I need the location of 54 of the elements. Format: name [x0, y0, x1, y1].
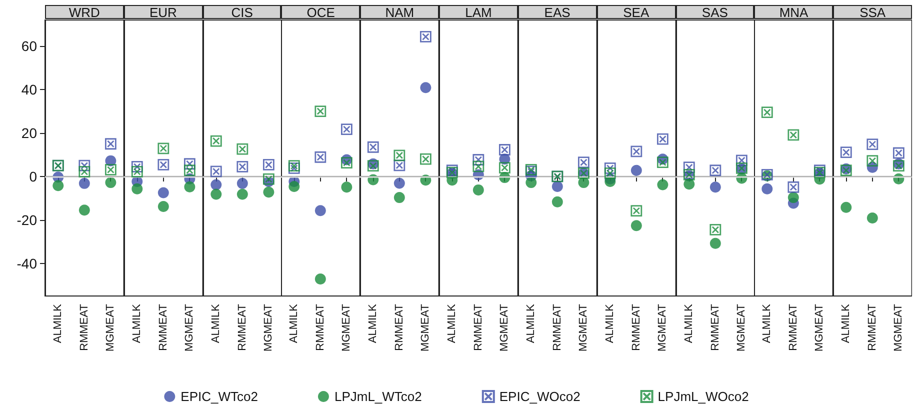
- x-tick-label: ALMILK: [52, 303, 64, 344]
- x-tick-label: RMMEAT: [157, 304, 170, 351]
- x-tick-label: MGMEAT: [183, 304, 196, 352]
- legend-label: LPJmL_WOco2: [658, 389, 749, 404]
- x-tick-label: ALMILK: [525, 303, 538, 344]
- x-tick-label: MGMEAT: [262, 304, 274, 352]
- legend-label: LPJmL_WTco2: [334, 389, 422, 404]
- x-tick-label: MGMEAT: [420, 304, 432, 352]
- x-tick-label: ALMILK: [840, 303, 852, 344]
- x-tick-label: MGMEAT: [892, 304, 905, 352]
- x-tick-label: RMMEAT: [788, 304, 800, 351]
- x-tick-label: RMMEAT: [394, 304, 406, 351]
- x-tick-label: ALMILK: [288, 303, 301, 344]
- x-tick-label: MGMEAT: [814, 304, 826, 352]
- chart-title: MNA: [754, 5, 834, 20]
- y-tick-label: -20: [16, 212, 38, 228]
- x-tick-label: ALMILK: [604, 303, 616, 344]
- y-tick-label: 60: [21, 38, 38, 54]
- x-tick-label: MGMEAT: [735, 304, 748, 352]
- y-tick-label: 20: [21, 125, 38, 142]
- x-tick-label: RMMEAT: [630, 304, 642, 351]
- chart-title: LAM: [439, 5, 518, 20]
- x-tick-label: ALMILK: [367, 303, 380, 344]
- legend-label: EPIC_WTco2: [180, 389, 258, 404]
- chart-title: WRD: [45, 5, 124, 20]
- chart-title: OCE: [281, 5, 360, 20]
- x-tick-label: RMMEAT: [708, 304, 721, 351]
- chart-title: NAM: [360, 5, 440, 20]
- x-tick-label: RMMEAT: [551, 304, 564, 351]
- y-tick-label: 40: [21, 82, 38, 98]
- x-tick-label: MGMEAT: [578, 304, 590, 352]
- x-tick-label: RMMEAT: [236, 304, 248, 351]
- chart-title: EAS: [518, 5, 597, 20]
- x-tick-label: RMMEAT: [866, 304, 879, 351]
- x-tick-label: MGMEAT: [104, 304, 117, 352]
- legend-label: EPIC_WOco2: [499, 389, 580, 404]
- x-tick-label: RMMEAT: [78, 304, 90, 351]
- x-tick-label: ALMILK: [130, 303, 143, 344]
- x-tick-label: ALMILK: [682, 303, 695, 344]
- x-tick-label: MGMEAT: [656, 304, 668, 352]
- chart-title: SSA: [833, 5, 912, 20]
- x-tick-label: MGMEAT: [498, 304, 511, 352]
- x-tick-label: ALMILK: [210, 303, 222, 344]
- chart-title: SEA: [596, 5, 676, 20]
- chart-title: CIS: [202, 5, 282, 20]
- x-tick-label: ALMILK: [446, 303, 458, 344]
- chart-title: EUR: [124, 5, 203, 20]
- x-tick-label: RMMEAT: [314, 304, 327, 351]
- chart-title: SAS: [676, 5, 754, 20]
- x-tick-label: MGMEAT: [341, 304, 354, 352]
- x-tick-label: ALMILK: [761, 303, 774, 344]
- y-tick-label: 0: [29, 168, 38, 184]
- x-tick-label: RMMEAT: [472, 304, 484, 351]
- y-tick-label: -40: [16, 255, 38, 272]
